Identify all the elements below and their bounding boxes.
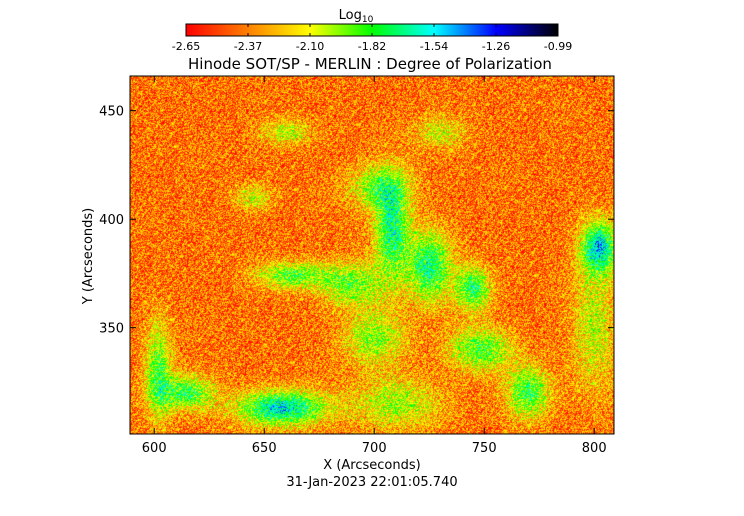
y-axis-title: Y (Arcseconds)	[81, 208, 96, 305]
timestamp: 31-Jan-2023 22:01:05.740	[286, 475, 457, 490]
x-tick-label: 700	[362, 441, 387, 456]
colorbar-tick-label: -2.37	[234, 40, 262, 53]
x-axis-title: X (Arcseconds)	[323, 458, 420, 473]
x-tick-label: 650	[252, 441, 277, 456]
x-tick-label: 750	[472, 441, 497, 456]
y-tick-label: 350	[99, 322, 124, 337]
colorbar-label: Log10	[339, 8, 374, 25]
colorbar-tick-label: -1.26	[482, 40, 510, 53]
colorbar-tick-label: -0.99	[544, 40, 572, 53]
plot-frame	[129, 75, 615, 435]
y-tick-label: 400	[99, 213, 124, 228]
colorbar-tick-label: -2.10	[296, 40, 324, 53]
chart-title: Hinode SOT/SP - MERLIN : Degree of Polar…	[188, 55, 552, 73]
x-tick-label: 800	[582, 441, 607, 456]
x-axis: 600 650 700 750 800	[142, 76, 607, 456]
y-tick-label: 450	[99, 105, 124, 120]
heatmap-canvas	[130, 76, 614, 434]
y-axis: 350 400 450	[99, 105, 614, 337]
x-tick-label: 600	[142, 441, 167, 456]
colorbar-tick-label: -1.54	[420, 40, 448, 53]
colorbar-tick-label: -1.82	[358, 40, 386, 53]
colorbar-ticks: -2.65 -2.37 -2.10 -1.82 -1.54 -1.26 -0.99	[172, 24, 572, 53]
heatmap-image-container	[130, 76, 614, 434]
colorbar-tick-label: -2.65	[172, 40, 200, 53]
